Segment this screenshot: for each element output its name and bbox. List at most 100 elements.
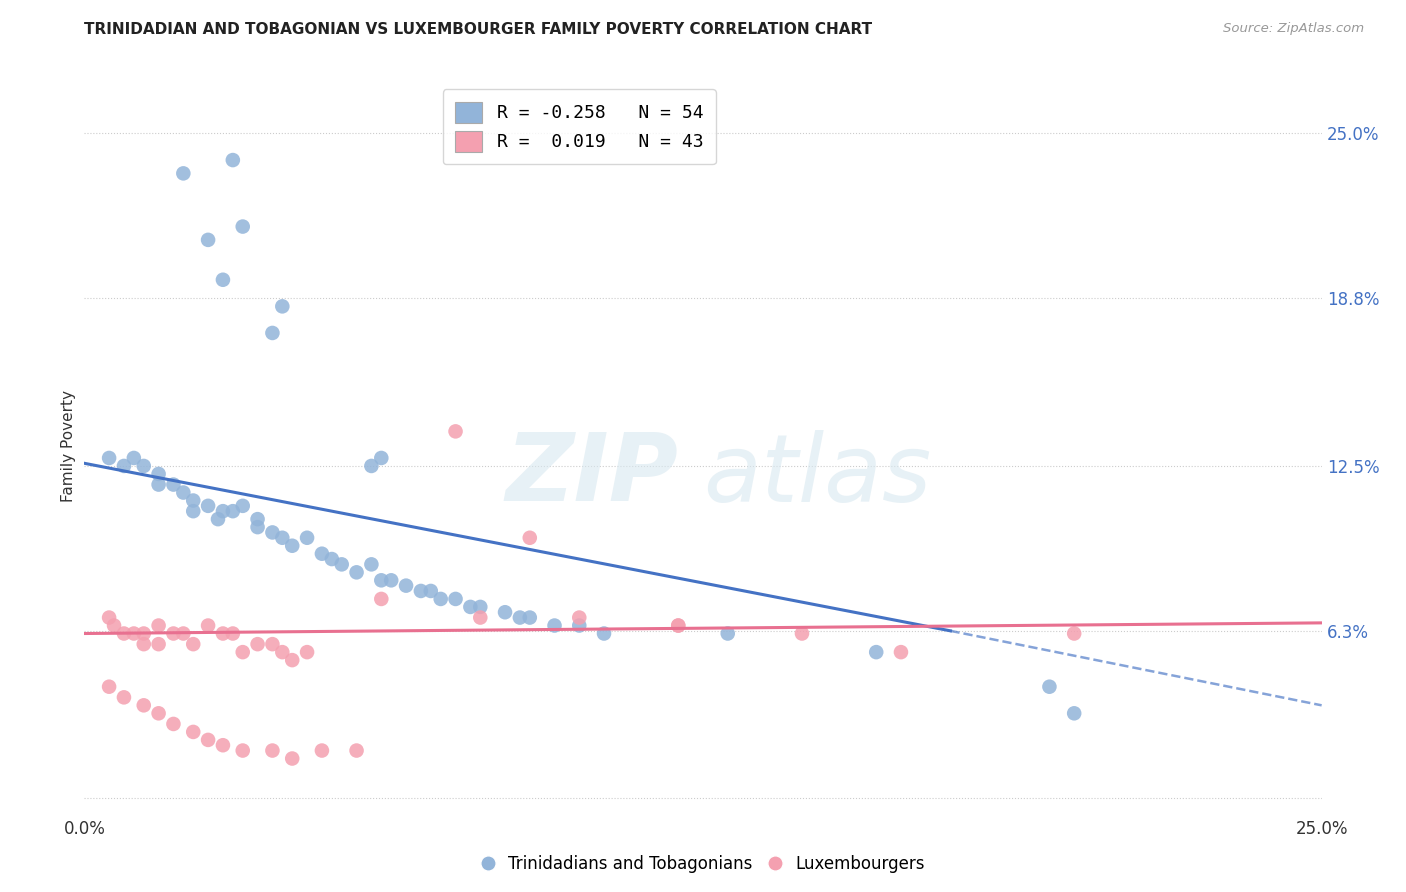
Point — [222, 504, 245, 518]
Point — [181, 504, 204, 518]
Point — [232, 499, 254, 513]
Point — [360, 458, 382, 473]
Text: Source: ZipAtlas.com: Source: ZipAtlas.com — [1223, 22, 1364, 36]
Point — [360, 558, 382, 572]
Point — [103, 618, 125, 632]
Point — [330, 558, 353, 572]
Point — [568, 618, 591, 632]
Point — [444, 425, 467, 439]
Point — [370, 450, 392, 465]
Point — [148, 706, 170, 721]
Point — [162, 626, 184, 640]
Point — [98, 610, 121, 624]
Point — [262, 743, 284, 757]
Point — [181, 725, 204, 739]
Point — [172, 485, 194, 500]
Point — [232, 743, 254, 757]
Point — [346, 743, 368, 757]
Point — [162, 477, 184, 491]
Point — [222, 153, 245, 167]
Point — [429, 591, 451, 606]
Text: TRINIDADIAN AND TOBAGONIAN VS LUXEMBOURGER FAMILY POVERTY CORRELATION CHART: TRINIDADIAN AND TOBAGONIAN VS LUXEMBOURG… — [84, 22, 873, 37]
Point — [197, 618, 219, 632]
Point — [262, 525, 284, 540]
Point — [666, 618, 689, 632]
Point — [197, 732, 219, 747]
Point — [181, 493, 204, 508]
Point — [197, 233, 219, 247]
Point — [409, 584, 432, 599]
Point — [470, 599, 492, 614]
Point — [281, 751, 304, 765]
Point — [370, 591, 392, 606]
Point — [271, 531, 294, 545]
Point — [295, 645, 318, 659]
Point — [321, 552, 343, 566]
Point — [470, 610, 492, 624]
Point — [865, 645, 887, 659]
Point — [1038, 680, 1060, 694]
Point — [207, 512, 229, 526]
Point — [181, 637, 204, 651]
Point — [112, 458, 135, 473]
Point — [246, 512, 269, 526]
Point — [790, 626, 813, 640]
Text: atlas: atlas — [703, 430, 931, 521]
Point — [122, 626, 145, 640]
Point — [132, 626, 155, 640]
Point — [148, 467, 170, 481]
Point — [98, 680, 121, 694]
Point — [1063, 626, 1085, 640]
Point — [98, 450, 121, 465]
Point — [281, 539, 304, 553]
Point — [346, 566, 368, 580]
Point — [112, 626, 135, 640]
Point — [232, 645, 254, 659]
Point — [380, 574, 402, 588]
Point — [311, 743, 333, 757]
Point — [212, 504, 235, 518]
Y-axis label: Family Poverty: Family Poverty — [60, 390, 76, 502]
Point — [519, 610, 541, 624]
Point — [271, 299, 294, 313]
Point — [112, 690, 135, 705]
Point — [593, 626, 616, 640]
Point — [890, 645, 912, 659]
Point — [222, 626, 245, 640]
Point — [212, 626, 235, 640]
Point — [162, 717, 184, 731]
Point — [172, 626, 194, 640]
Point — [148, 477, 170, 491]
Point — [568, 610, 591, 624]
Point — [197, 499, 219, 513]
Point — [246, 520, 269, 534]
Point — [281, 653, 304, 667]
Point — [1063, 706, 1085, 721]
Point — [311, 547, 333, 561]
Point — [519, 531, 541, 545]
Point — [509, 610, 531, 624]
Point — [172, 166, 194, 180]
Point — [122, 450, 145, 465]
Point — [370, 574, 392, 588]
Point — [148, 618, 170, 632]
Point — [262, 326, 284, 340]
Point — [212, 738, 235, 752]
Point — [271, 645, 294, 659]
Point — [460, 599, 482, 614]
Point — [132, 637, 155, 651]
Point — [494, 605, 516, 619]
Point — [232, 219, 254, 234]
Legend: R = -0.258   N = 54, R =  0.019   N = 43: R = -0.258 N = 54, R = 0.019 N = 43 — [443, 89, 716, 164]
Text: ZIP: ZIP — [505, 429, 678, 521]
Point — [717, 626, 740, 640]
Legend: Trinidadians and Tobagonians, Luxembourgers: Trinidadians and Tobagonians, Luxembourg… — [474, 848, 932, 880]
Point — [295, 531, 318, 545]
Point — [132, 698, 155, 713]
Point — [543, 618, 565, 632]
Point — [246, 637, 269, 651]
Point — [132, 458, 155, 473]
Point — [212, 273, 235, 287]
Point — [395, 579, 418, 593]
Point — [262, 637, 284, 651]
